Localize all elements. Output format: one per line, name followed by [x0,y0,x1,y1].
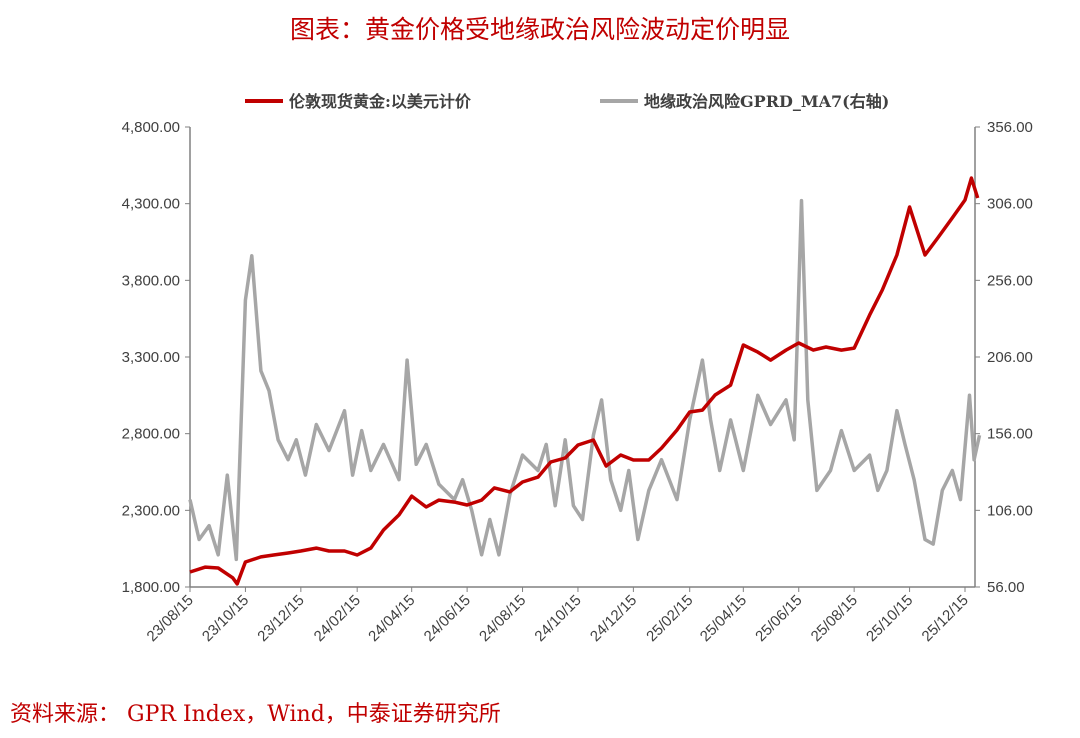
right-tick-label: 306.00 [987,196,1033,213]
x-tick-label: 23/08/15 [144,592,197,645]
right-tick-label: 206.00 [987,349,1033,366]
x-tick-label: 24/12/15 [587,592,640,645]
x-tick-label: 24/10/15 [531,592,584,645]
x-tick-label: 24/06/15 [421,592,474,645]
left-tick-label: 2,300.00 [122,502,180,519]
left-tick-label: 4,800.00 [122,119,180,136]
x-tick-label: 25/04/15 [697,592,750,645]
left-tick-label: 4,300.00 [122,196,180,213]
right-tick-label: 56.00 [987,579,1025,596]
gpr-index-line [188,198,982,562]
x-tick-label: 25/02/15 [643,592,696,645]
x-tick-label: 23/10/15 [199,592,252,645]
x-tick-label: 24/02/15 [311,592,364,645]
left-tick-label: 3,800.00 [122,272,180,289]
x-tick-label: 24/08/15 [476,592,529,645]
chart-title: 图表：黄金价格受地缘政治风险波动定价明显 [289,15,790,44]
x-tick-label: 23/12/15 [254,592,307,645]
x-tick-label: 25/10/15 [863,592,916,645]
right-tick-label: 356.00 [987,119,1033,136]
left-tick-label: 2,800.00 [122,426,180,443]
right-tick-label: 256.00 [987,272,1033,289]
left-tick-label: 1,800.00 [122,579,180,596]
x-tick-label: 25/08/15 [808,592,861,645]
source-note: 资料来源： GPR Index，Wind，中泰证券研究所 [10,702,501,727]
legend-label: 伦敦现货黄金:以美元计价 [289,92,472,111]
right-tick-label: 156.00 [987,426,1033,443]
x-tick-label: 25/06/15 [752,592,805,645]
x-tick-label: 24/04/15 [365,592,418,645]
left-tick-label: 3,300.00 [122,349,180,366]
right-tick-label: 106.00 [987,502,1033,519]
gold-price-line [189,176,980,586]
legend-label: 地缘政治风险GPRD_MA7(右轴) [644,92,889,111]
x-tick-label: 25/12/15 [919,592,972,645]
